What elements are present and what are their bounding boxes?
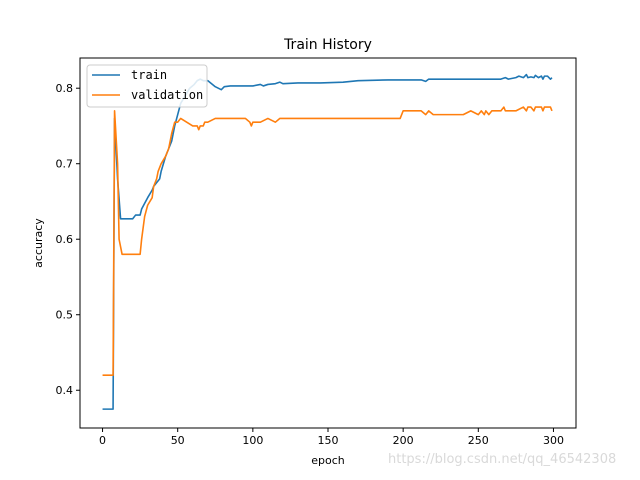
- y-tick-label: 0.7: [56, 158, 74, 171]
- y-axis-ticks: 0.4 0.5 0.6 0.7 0.8: [56, 82, 80, 397]
- x-axis-ticks: 0 50 100 150 200 250 300: [99, 428, 564, 447]
- watermark-text: https://blog.csdn.net/qq_46542308: [388, 452, 617, 467]
- legend-label-validation: validation: [131, 88, 203, 102]
- y-tick-label: 0.4: [56, 384, 74, 397]
- y-tick-label: 0.6: [56, 233, 74, 246]
- x-tick-label: 50: [171, 434, 185, 447]
- plot-lines: [102, 73, 553, 410]
- y-axis-label: accuracy: [32, 218, 45, 268]
- y-tick-label: 0.8: [56, 82, 74, 95]
- y-tick-label: 0.5: [56, 309, 74, 322]
- legend: train validation: [86, 64, 208, 108]
- x-tick-label: 200: [393, 434, 414, 447]
- x-axis-label: epoch: [311, 454, 345, 467]
- chart-title: Train History: [283, 37, 372, 53]
- x-tick-label: 100: [242, 434, 263, 447]
- x-tick-label: 150: [318, 434, 339, 447]
- x-tick-label: 0: [99, 434, 106, 447]
- x-tick-label: 300: [543, 434, 564, 447]
- legend-label-train: train: [131, 68, 167, 82]
- plot-frame: [79, 57, 577, 429]
- series-line-validation: [102, 106, 553, 376]
- series-line-train: [102, 73, 553, 410]
- x-tick-label: 250: [468, 434, 489, 447]
